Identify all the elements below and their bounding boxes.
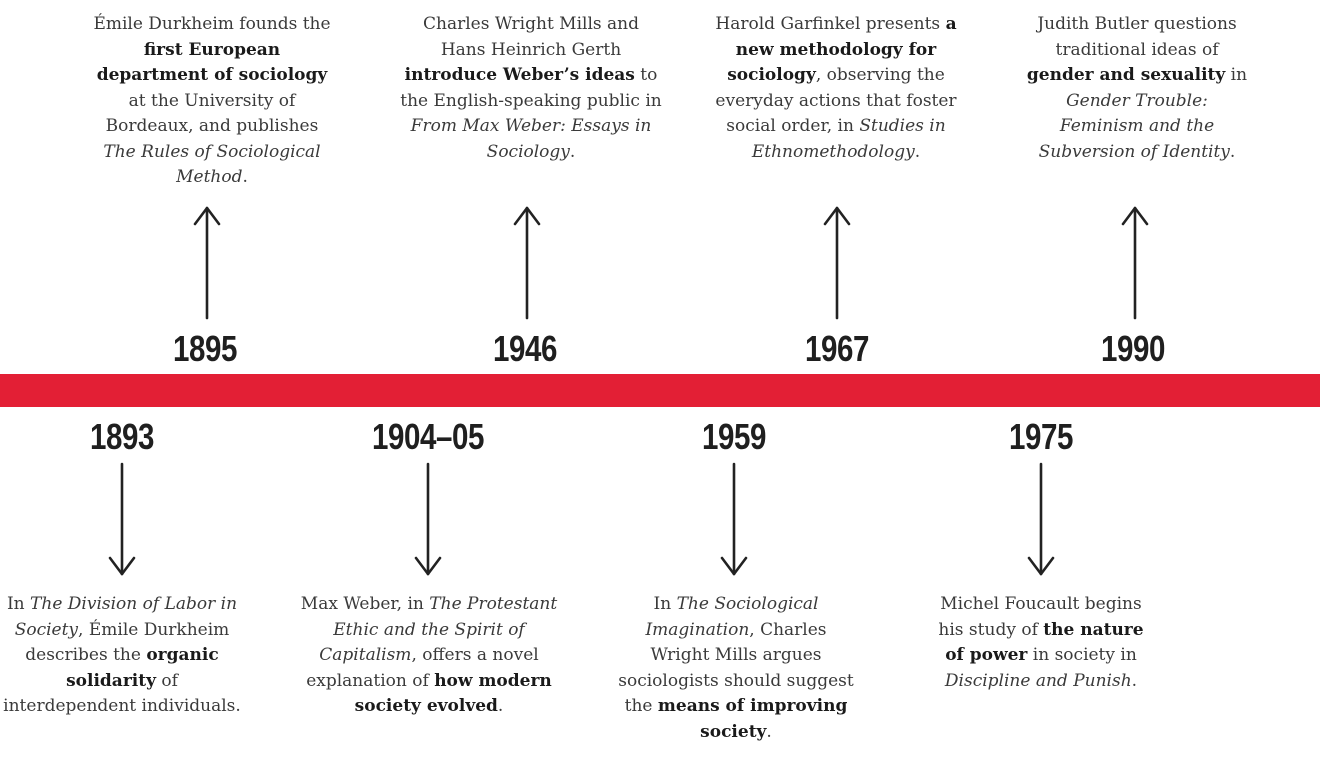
down-arrow-icon <box>1027 462 1055 576</box>
title-text: The Protestant Ethic and the Spirit of C… <box>319 594 558 665</box>
year-label-1975: 1975 <box>1008 416 1074 457</box>
body-text: . <box>497 696 504 716</box>
down-arrow-icon <box>414 462 442 576</box>
year-label-1895: 1895 <box>172 328 238 369</box>
body-text: to the English-speaking public in <box>400 65 662 111</box>
body-text: . <box>1229 141 1236 162</box>
event-text-1990: Judith Butler questions traditional idea… <box>1026 12 1248 165</box>
emphasis-text: a new methodology for sociology <box>727 14 957 85</box>
down-arrow-icon <box>720 462 748 576</box>
event-text-1959: In The Sociological Imagination, Charles… <box>618 592 854 745</box>
body-text: in society in <box>1027 645 1137 665</box>
event-text-1893: In The Division of Labor in Society, Émi… <box>0 592 244 720</box>
title-text: The Sociological Imagination <box>645 594 819 640</box>
title-text: The Rules of Sociological Method <box>103 141 321 188</box>
body-text: Charles Wright Mills and Hans Heinrich G… <box>423 14 639 60</box>
up-arrow-icon <box>1121 206 1149 320</box>
emphasis-text: first European department of sociology <box>96 39 328 86</box>
body-text: , Charles Wright Mills argues sociologis… <box>618 619 854 717</box>
body-text: at the University of Bordeaux, and publi… <box>105 90 319 137</box>
body-text: Max Weber, in <box>300 594 430 614</box>
emphasis-text: introduce Weber’s ideas <box>404 65 635 85</box>
body-text: Michel Foucault begins his study of <box>938 594 1142 640</box>
title-text: Gender Trouble: Feminism and the Subvers… <box>1038 90 1230 162</box>
event-text-1904-05: Max Weber, in The Protestant Ethic and t… <box>298 592 560 720</box>
body-text: Judith Butler questions traditional idea… <box>1037 14 1237 60</box>
body-text: In <box>653 594 677 614</box>
body-text: . <box>242 167 248 187</box>
body-text: . <box>569 141 576 162</box>
title-text: The Division of Labor in Society <box>14 594 238 640</box>
title-text: Studies in Ethnomethodology <box>751 116 946 162</box>
body-text: , Émile Durkheim describes the <box>25 619 230 666</box>
body-text: . <box>1131 670 1138 691</box>
event-text-1975: Michel Foucault begins his study of the … <box>930 592 1152 694</box>
up-arrow-icon <box>193 206 221 320</box>
up-arrow-icon <box>823 206 851 320</box>
year-label-1959: 1959 <box>701 416 767 457</box>
year-label-1967: 1967 <box>804 328 870 369</box>
year-label-1893: 1893 <box>89 416 155 457</box>
body-text: in <box>1225 65 1248 85</box>
body-text: , observing the everyday actions that fo… <box>715 65 957 136</box>
emphasis-text: how modern society evolved <box>354 670 552 717</box>
timeline-bar <box>0 374 1320 407</box>
body-text: Harold Garfinkel presents <box>715 14 946 34</box>
body-text: In <box>6 594 31 614</box>
emphasis-text: the nature of power <box>945 619 1144 666</box>
body-text: of interdependent individuals. <box>3 670 241 717</box>
event-text-1967: Harold Garfinkel presents a new methodol… <box>704 12 968 165</box>
year-label-1990: 1990 <box>1100 328 1166 369</box>
body-text: , offers a novel explanation of <box>306 645 539 691</box>
body-text: . <box>914 141 921 162</box>
emphasis-text: means of improving society <box>657 696 848 742</box>
title-text: From Max Weber: Essays in Sociology <box>410 116 652 162</box>
body-text: . <box>766 721 772 742</box>
title-text: Discipline and Punish <box>944 670 1132 691</box>
year-label-1904-05: 1904–05 <box>371 416 485 457</box>
year-label-1946: 1946 <box>492 328 558 369</box>
emphasis-text: organic solidarity <box>66 645 219 691</box>
event-text-1895: Émile Durkheim founds the first European… <box>88 12 336 191</box>
event-text-1946: Charles Wright Mills and Hans Heinrich G… <box>400 12 662 165</box>
up-arrow-icon <box>513 206 541 320</box>
body-text: Émile Durkheim founds the <box>93 14 331 34</box>
emphasis-text: gender and sexuality <box>1026 65 1226 85</box>
down-arrow-icon <box>108 462 136 576</box>
